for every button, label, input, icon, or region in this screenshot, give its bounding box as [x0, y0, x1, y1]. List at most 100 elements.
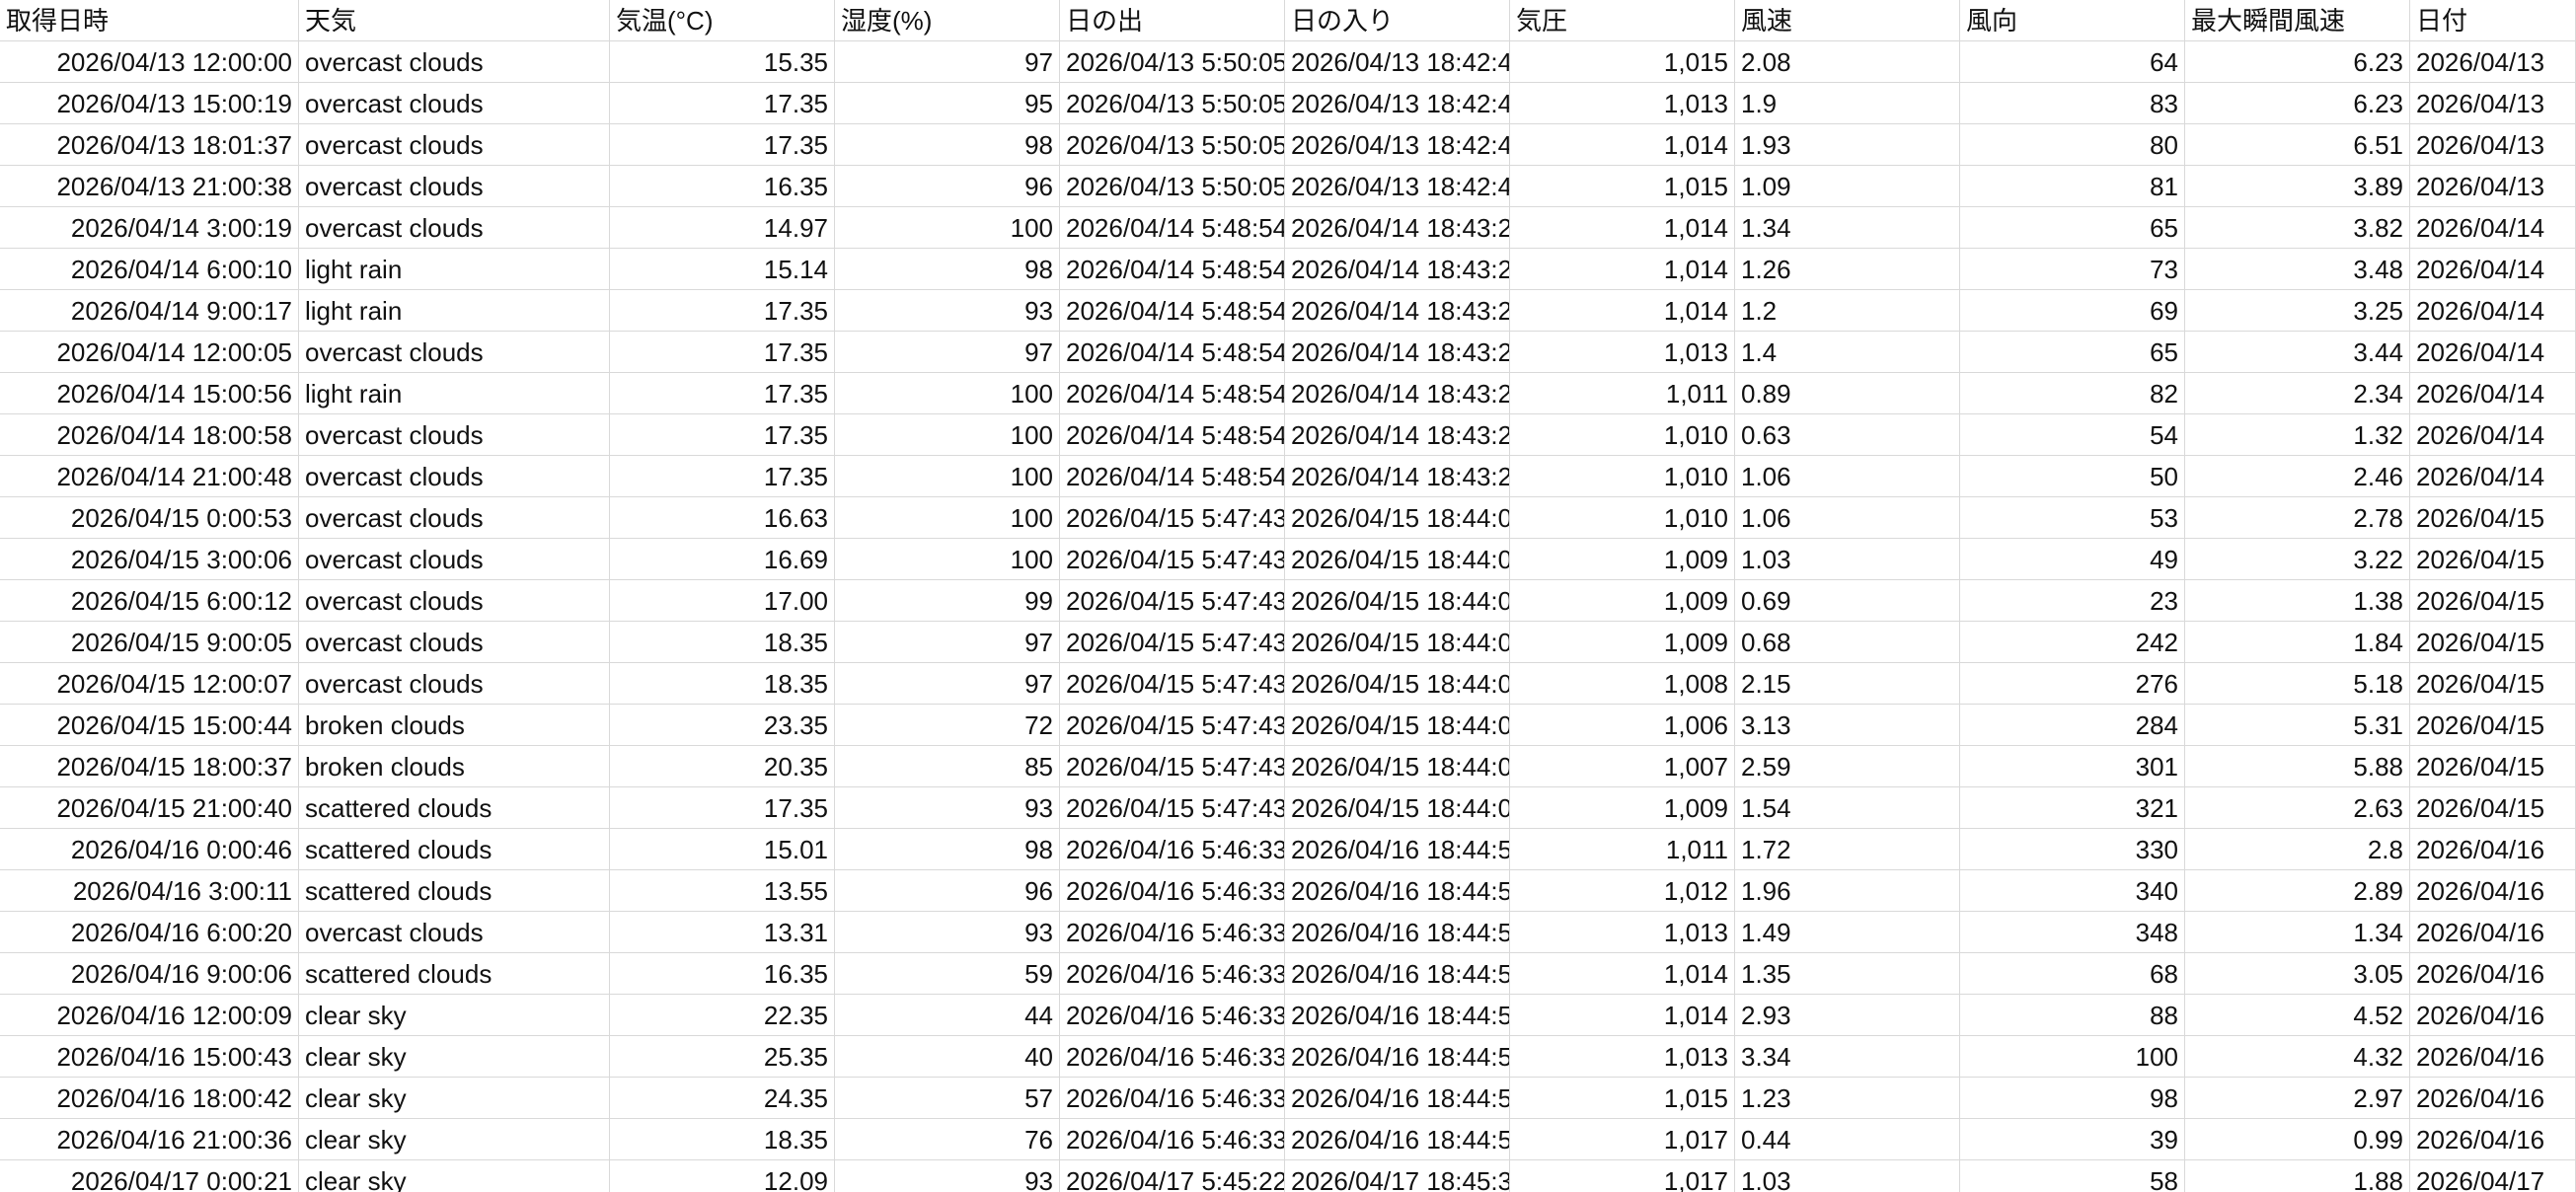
wind-speed-cell[interactable]: 1.34 [1735, 207, 1960, 249]
wind-speed-cell[interactable]: 1.4 [1735, 332, 1960, 373]
humidity-cell[interactable]: 95 [835, 83, 1060, 124]
sunrise-cell[interactable]: 2026/04/15 5:47:43 [1060, 622, 1285, 663]
weather-cell[interactable]: light rain [299, 373, 610, 414]
humidity-cell[interactable]: 97 [835, 663, 1060, 705]
temperature-cell[interactable]: 17.35 [610, 290, 835, 332]
wind-speed-cell[interactable]: 3.34 [1735, 1036, 1960, 1078]
sunrise-cell[interactable]: 2026/04/13 5:50:05 [1060, 41, 1285, 83]
wind-direction-cell[interactable]: 69 [1960, 290, 2185, 332]
wind-speed-cell[interactable]: 0.89 [1735, 373, 1960, 414]
wind-direction-cell[interactable]: 330 [1960, 829, 2185, 870]
max-gust-cell[interactable]: 5.88 [2185, 746, 2410, 787]
pressure-cell[interactable]: 1,009 [1510, 539, 1735, 580]
timestamp-cell[interactable]: 2026/04/14 9:00:17 [0, 290, 299, 332]
wind-direction-cell[interactable]: 83 [1960, 83, 2185, 124]
humidity-cell[interactable]: 93 [835, 787, 1060, 829]
timestamp-cell[interactable]: 2026/04/17 0:00:21 [0, 1160, 299, 1192]
sunset-cell[interactable]: 2026/04/16 18:44:52 [1285, 1036, 1510, 1078]
temperature-cell[interactable]: 17.35 [610, 124, 835, 166]
humidity-cell[interactable]: 93 [835, 1160, 1060, 1192]
timestamp-cell[interactable]: 2026/04/16 18:00:42 [0, 1078, 299, 1119]
pressure-cell[interactable]: 1,009 [1510, 622, 1735, 663]
timestamp-cell[interactable]: 2026/04/13 21:00:38 [0, 166, 299, 207]
sunrise-cell[interactable]: 2026/04/16 5:46:33 [1060, 829, 1285, 870]
weather-cell[interactable]: light rain [299, 290, 610, 332]
pressure-cell[interactable]: 1,012 [1510, 870, 1735, 912]
sunset-cell[interactable]: 2026/04/15 18:44:08 [1285, 497, 1510, 539]
sunset-cell[interactable]: 2026/04/14 18:43:28 [1285, 456, 1510, 497]
wind-direction-cell[interactable]: 276 [1960, 663, 2185, 705]
pressure-cell[interactable]: 1,010 [1510, 456, 1735, 497]
sunset-cell[interactable]: 2026/04/15 18:44:08 [1285, 580, 1510, 622]
header-cell[interactable]: 日の入り [1285, 0, 1510, 41]
humidity-cell[interactable]: 72 [835, 705, 1060, 746]
pressure-cell[interactable]: 1,007 [1510, 746, 1735, 787]
wind-speed-cell[interactable]: 1.35 [1735, 953, 1960, 995]
wind-direction-cell[interactable]: 23 [1960, 580, 2185, 622]
max-gust-cell[interactable]: 1.32 [2185, 414, 2410, 456]
date-cell[interactable]: 2026/04/15 [2410, 705, 2576, 746]
pressure-cell[interactable]: 1,017 [1510, 1119, 1735, 1160]
date-cell[interactable]: 2026/04/13 [2410, 124, 2576, 166]
wind-direction-cell[interactable]: 348 [1960, 912, 2185, 953]
wind-speed-cell[interactable]: 1.2 [1735, 290, 1960, 332]
temperature-cell[interactable]: 14.97 [610, 207, 835, 249]
date-cell[interactable]: 2026/04/14 [2410, 207, 2576, 249]
wind-direction-cell[interactable]: 39 [1960, 1119, 2185, 1160]
weather-cell[interactable]: overcast clouds [299, 622, 610, 663]
sunset-cell[interactable]: 2026/04/14 18:43:28 [1285, 373, 1510, 414]
sunset-cell[interactable]: 2026/04/13 18:42:45 [1285, 166, 1510, 207]
wind-speed-cell[interactable]: 1.06 [1735, 456, 1960, 497]
pressure-cell[interactable]: 1,014 [1510, 953, 1735, 995]
max-gust-cell[interactable]: 5.18 [2185, 663, 2410, 705]
date-cell[interactable]: 2026/04/13 [2410, 41, 2576, 83]
sunset-cell[interactable]: 2026/04/16 18:44:52 [1285, 953, 1510, 995]
weather-cell[interactable]: scattered clouds [299, 870, 610, 912]
pressure-cell[interactable]: 1,010 [1510, 414, 1735, 456]
humidity-cell[interactable]: 98 [835, 249, 1060, 290]
wind-speed-cell[interactable]: 2.93 [1735, 995, 1960, 1036]
humidity-cell[interactable]: 93 [835, 290, 1060, 332]
wind-direction-cell[interactable]: 73 [1960, 249, 2185, 290]
date-cell[interactable]: 2026/04/16 [2410, 1036, 2576, 1078]
max-gust-cell[interactable]: 5.31 [2185, 705, 2410, 746]
weather-cell[interactable]: overcast clouds [299, 580, 610, 622]
timestamp-cell[interactable]: 2026/04/14 6:00:10 [0, 249, 299, 290]
temperature-cell[interactable]: 16.69 [610, 539, 835, 580]
wind-speed-cell[interactable]: 0.63 [1735, 414, 1960, 456]
timestamp-cell[interactable]: 2026/04/16 12:00:09 [0, 995, 299, 1036]
timestamp-cell[interactable]: 2026/04/14 3:00:19 [0, 207, 299, 249]
wind-speed-cell[interactable]: 1.06 [1735, 497, 1960, 539]
wind-speed-cell[interactable]: 2.15 [1735, 663, 1960, 705]
sunset-cell[interactable]: 2026/04/14 18:43:28 [1285, 290, 1510, 332]
date-cell[interactable]: 2026/04/16 [2410, 912, 2576, 953]
wind-direction-cell[interactable]: 65 [1960, 332, 2185, 373]
max-gust-cell[interactable]: 3.82 [2185, 207, 2410, 249]
max-gust-cell[interactable]: 3.89 [2185, 166, 2410, 207]
date-cell[interactable]: 2026/04/14 [2410, 290, 2576, 332]
wind-speed-cell[interactable]: 0.68 [1735, 622, 1960, 663]
max-gust-cell[interactable]: 2.78 [2185, 497, 2410, 539]
sunrise-cell[interactable]: 2026/04/16 5:46:33 [1060, 1078, 1285, 1119]
max-gust-cell[interactable]: 2.89 [2185, 870, 2410, 912]
temperature-cell[interactable]: 17.35 [610, 414, 835, 456]
sunset-cell[interactable]: 2026/04/16 18:44:52 [1285, 1119, 1510, 1160]
wind-direction-cell[interactable]: 58 [1960, 1160, 2185, 1192]
sunset-cell[interactable]: 2026/04/16 18:44:52 [1285, 912, 1510, 953]
timestamp-cell[interactable]: 2026/04/15 21:00:40 [0, 787, 299, 829]
sunrise-cell[interactable]: 2026/04/15 5:47:43 [1060, 663, 1285, 705]
pressure-cell[interactable]: 1,009 [1510, 787, 1735, 829]
pressure-cell[interactable]: 1,014 [1510, 290, 1735, 332]
weather-cell[interactable]: broken clouds [299, 705, 610, 746]
header-cell[interactable]: 天気 [299, 0, 610, 41]
timestamp-cell[interactable]: 2026/04/13 15:00:19 [0, 83, 299, 124]
wind-direction-cell[interactable]: 321 [1960, 787, 2185, 829]
header-cell[interactable]: 最大瞬間風速 [2185, 0, 2410, 41]
timestamp-cell[interactable]: 2026/04/15 15:00:44 [0, 705, 299, 746]
header-cell[interactable]: 日付 [2410, 0, 2576, 41]
temperature-cell[interactable]: 25.35 [610, 1036, 835, 1078]
humidity-cell[interactable]: 57 [835, 1078, 1060, 1119]
wind-direction-cell[interactable]: 54 [1960, 414, 2185, 456]
max-gust-cell[interactable]: 6.23 [2185, 83, 2410, 124]
weather-cell[interactable]: light rain [299, 249, 610, 290]
